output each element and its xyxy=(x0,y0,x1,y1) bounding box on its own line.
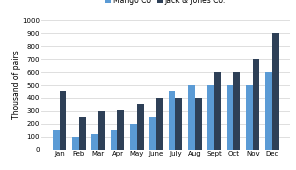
Bar xyxy=(188,85,195,150)
Bar xyxy=(130,124,137,150)
Bar xyxy=(98,111,105,150)
Bar xyxy=(272,33,279,150)
Bar xyxy=(246,85,253,150)
Y-axis label: Thousand of pairs: Thousand of pairs xyxy=(12,51,21,119)
Bar xyxy=(265,72,272,150)
Bar xyxy=(149,117,156,150)
Bar xyxy=(79,117,86,150)
Bar xyxy=(233,72,240,150)
Bar xyxy=(72,137,79,150)
Bar xyxy=(207,85,214,150)
Bar xyxy=(118,109,124,150)
Bar xyxy=(176,98,182,150)
Bar xyxy=(214,72,221,150)
Bar xyxy=(227,85,233,150)
Bar xyxy=(111,130,118,150)
Legend: Mango Co, Jack & Jones Co.: Mango Co, Jack & Jones Co. xyxy=(105,0,226,5)
Bar xyxy=(59,91,66,150)
Bar xyxy=(91,134,98,150)
Bar xyxy=(253,59,260,150)
Bar xyxy=(137,104,144,150)
Bar xyxy=(53,130,59,150)
Bar xyxy=(156,98,163,150)
Bar xyxy=(195,98,202,150)
Bar xyxy=(169,91,176,150)
